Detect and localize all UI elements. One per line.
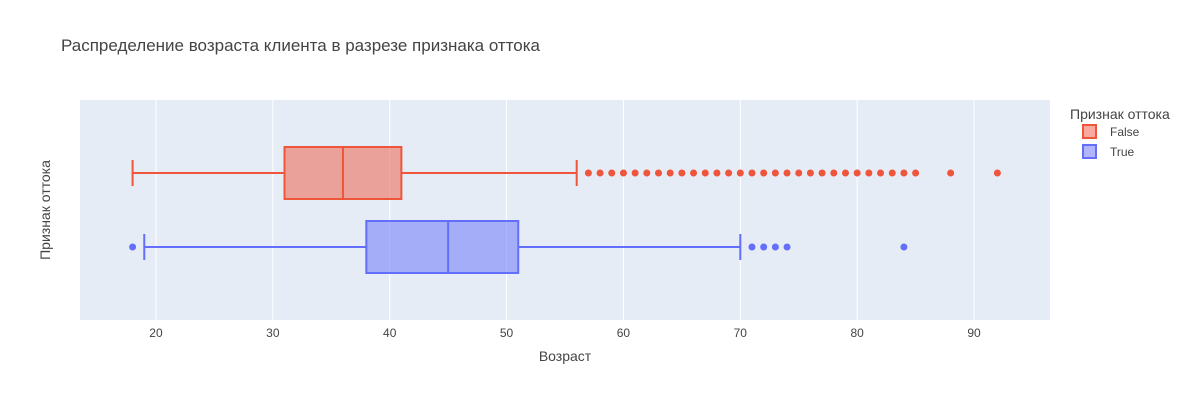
outlier-point bbox=[771, 243, 779, 251]
outlier-point bbox=[783, 243, 791, 251]
x-tick-label-60: 60 bbox=[617, 326, 631, 340]
x-tick-label-20: 20 bbox=[149, 326, 163, 340]
legend-item-true[interactable]: True bbox=[1082, 144, 1135, 159]
outlier-point bbox=[619, 169, 627, 177]
outlier-point bbox=[690, 169, 698, 177]
outlier-point bbox=[900, 169, 908, 177]
legend-label: False bbox=[1110, 125, 1140, 139]
x-tick-labels: 20 30 40 50 60 70 80 90 bbox=[149, 326, 981, 340]
iqr-box bbox=[365, 220, 520, 274]
outlier-point bbox=[701, 169, 709, 177]
box-true[interactable] bbox=[129, 220, 908, 274]
outlier-point bbox=[643, 169, 651, 177]
outlier-point bbox=[725, 169, 733, 177]
outlier-point bbox=[900, 243, 908, 251]
outlier-point bbox=[818, 169, 826, 177]
outlier-point bbox=[129, 243, 137, 251]
outlier-point bbox=[608, 169, 616, 177]
outlier-point bbox=[596, 169, 604, 177]
x-tick-label-80: 80 bbox=[850, 326, 864, 340]
outlier-point bbox=[736, 169, 744, 177]
outlier-point bbox=[771, 169, 779, 177]
gridlines bbox=[155, 100, 975, 320]
x-tick-label-30: 30 bbox=[266, 326, 280, 340]
plot-area bbox=[80, 100, 1050, 320]
outlier-point bbox=[678, 169, 686, 177]
outlier-point bbox=[748, 243, 756, 251]
legend-item-false[interactable]: False bbox=[1082, 124, 1140, 139]
legend[interactable]: False True bbox=[1082, 124, 1140, 159]
x-axis-title: Возраст bbox=[539, 348, 592, 364]
outlier-point bbox=[666, 169, 674, 177]
outlier-point bbox=[783, 169, 791, 177]
outlier-point bbox=[830, 169, 838, 177]
outlier-point bbox=[584, 169, 592, 177]
legend-title: Признак оттока bbox=[1070, 106, 1170, 122]
outlier-point bbox=[888, 169, 896, 177]
outlier-point bbox=[877, 169, 885, 177]
chart-title: Распределение возраста клиента в разрезе… bbox=[61, 36, 541, 55]
outlier-point bbox=[654, 169, 662, 177]
outlier-point bbox=[841, 169, 849, 177]
outlier-point bbox=[912, 169, 920, 177]
outlier-point bbox=[853, 169, 861, 177]
y-axis-title: Признак оттока bbox=[37, 160, 53, 260]
x-tick-label-90: 90 bbox=[967, 326, 981, 340]
x-tick-label-70: 70 bbox=[734, 326, 748, 340]
legend-label: True bbox=[1110, 145, 1135, 159]
outlier-point bbox=[760, 243, 768, 251]
legend-swatch bbox=[1082, 144, 1097, 159]
outlier-point bbox=[795, 169, 803, 177]
outlier-point bbox=[713, 169, 721, 177]
outlier-point bbox=[947, 169, 955, 177]
outlier-point bbox=[760, 169, 768, 177]
outlier-point bbox=[631, 169, 639, 177]
box-series bbox=[129, 146, 1001, 274]
outlier-point bbox=[806, 169, 814, 177]
outlier-point bbox=[993, 169, 1001, 177]
box-false[interactable] bbox=[131, 146, 1001, 200]
x-tick-label-50: 50 bbox=[500, 326, 514, 340]
outlier-point bbox=[865, 169, 873, 177]
x-tick-label-40: 40 bbox=[383, 326, 397, 340]
legend-swatch bbox=[1082, 124, 1097, 139]
outlier-point bbox=[748, 169, 756, 177]
